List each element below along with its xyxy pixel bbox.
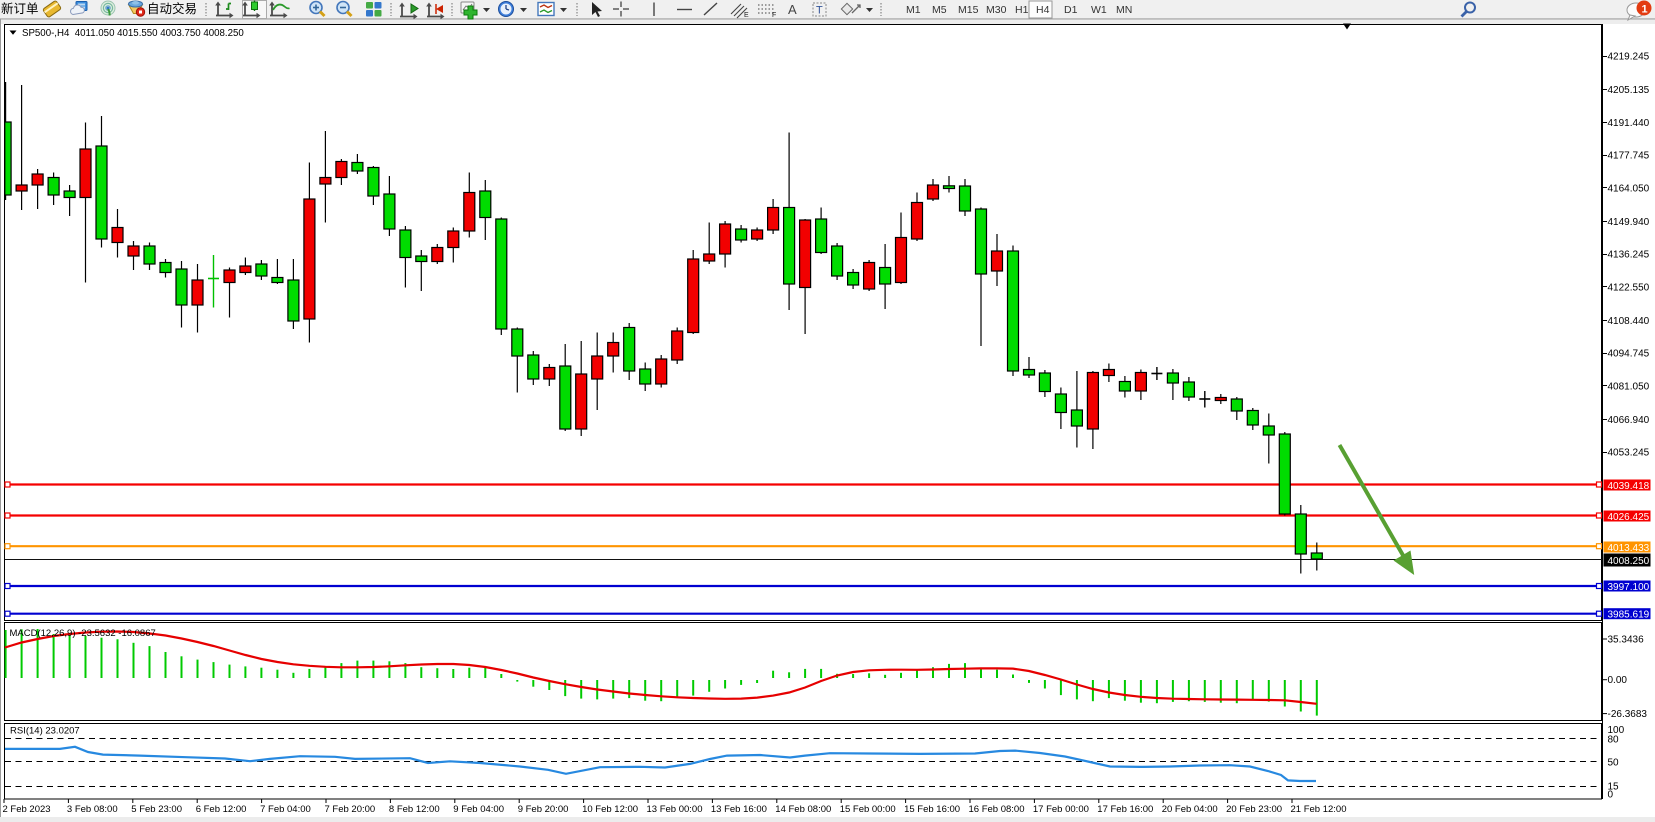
svg-text:MACD(12,26,9) -23.5632 -16.086: MACD(12,26,9) -23.5632 -16.0867 (10, 628, 156, 639)
svg-text:RSI(14) 23.0207: RSI(14) 23.0207 (10, 726, 80, 737)
svg-text:13 Feb 00:00: 13 Feb 00:00 (647, 804, 703, 815)
svg-text:M15: M15 (958, 4, 979, 16)
svg-text:W1: W1 (1091, 4, 1107, 16)
svg-text:9 Feb 20:00: 9 Feb 20:00 (518, 804, 569, 815)
svg-text:4026.425: 4026.425 (1608, 512, 1650, 523)
svg-text:20 Feb 23:00: 20 Feb 23:00 (1226, 804, 1282, 815)
svg-text:50: 50 (1608, 758, 1620, 769)
svg-text:0.00: 0.00 (1608, 675, 1628, 686)
svg-text:15 Feb 16:00: 15 Feb 16:00 (904, 804, 960, 815)
svg-text:13 Feb 16:00: 13 Feb 16:00 (711, 804, 767, 815)
svg-text:4149.940: 4149.940 (1608, 217, 1650, 228)
svg-text:14 Feb 08:00: 14 Feb 08:00 (775, 804, 831, 815)
svg-text:4013.433: 4013.433 (1608, 543, 1650, 554)
svg-text:4164.050: 4164.050 (1608, 183, 1650, 194)
svg-text:100: 100 (1608, 725, 1625, 736)
svg-text:10 Feb 12:00: 10 Feb 12:00 (582, 804, 638, 815)
svg-text:1: 1 (1642, 4, 1648, 16)
svg-text:-26.3683: -26.3683 (1608, 709, 1648, 720)
svg-text:4008.250: 4008.250 (1608, 556, 1650, 567)
svg-text:16 Feb 08:00: 16 Feb 08:00 (969, 804, 1025, 815)
svg-text:4039.418: 4039.418 (1608, 481, 1650, 492)
svg-text:4136.245: 4136.245 (1608, 250, 1650, 261)
svg-text:SP500-,H4 4011.050 4015.550 4: SP500-,H4 4011.050 4015.550 4003.750 400… (22, 28, 244, 39)
svg-text:新订单: 新订单 (1, 1, 39, 16)
svg-text:20 Feb 04:00: 20 Feb 04:00 (1162, 804, 1218, 815)
svg-text:4219.245: 4219.245 (1608, 52, 1650, 63)
svg-text:21 Feb 12:00: 21 Feb 12:00 (1291, 804, 1347, 815)
svg-text:MN: MN (1116, 4, 1132, 16)
svg-text:17 Feb 00:00: 17 Feb 00:00 (1033, 804, 1089, 815)
svg-text:80: 80 (1608, 735, 1620, 746)
svg-text:4053.245: 4053.245 (1608, 448, 1650, 459)
svg-text:7 Feb 04:00: 7 Feb 04:00 (260, 804, 311, 815)
svg-text:A: A (788, 2, 797, 17)
svg-text:4094.745: 4094.745 (1608, 349, 1650, 360)
svg-text:4191.440: 4191.440 (1608, 118, 1650, 129)
svg-text:4177.745: 4177.745 (1608, 151, 1650, 162)
svg-text:D1: D1 (1064, 4, 1078, 16)
svg-text:T: T (816, 5, 823, 17)
svg-text:M30: M30 (986, 4, 1007, 16)
svg-text:8 Feb 12:00: 8 Feb 12:00 (389, 804, 440, 815)
svg-text:35.3436: 35.3436 (1608, 635, 1645, 646)
svg-text:4205.135: 4205.135 (1608, 85, 1650, 96)
svg-text:F: F (772, 12, 776, 19)
svg-text:2 Feb 2023: 2 Feb 2023 (3, 804, 51, 815)
svg-text:4081.050: 4081.050 (1608, 381, 1650, 392)
svg-text:5 Feb 23:00: 5 Feb 23:00 (131, 804, 182, 815)
svg-text:4108.440: 4108.440 (1608, 316, 1650, 327)
svg-text:0: 0 (1608, 789, 1614, 800)
svg-text:H4: H4 (1036, 4, 1050, 16)
svg-text:17 Feb 16:00: 17 Feb 16:00 (1097, 804, 1153, 815)
svg-text:6 Feb 12:00: 6 Feb 12:00 (196, 804, 247, 815)
svg-text:3997.100: 3997.100 (1608, 582, 1650, 593)
svg-text:15 Feb 00:00: 15 Feb 00:00 (840, 804, 896, 815)
svg-text:9 Feb 04:00: 9 Feb 04:00 (453, 804, 504, 815)
svg-text:自动交易: 自动交易 (147, 1, 197, 16)
svg-text:7 Feb 20:00: 7 Feb 20:00 (325, 804, 376, 815)
svg-text:4122.550: 4122.550 (1608, 282, 1650, 293)
svg-text:M1: M1 (906, 4, 921, 16)
svg-text:E: E (744, 12, 749, 19)
svg-text:M5: M5 (932, 4, 947, 16)
svg-text:15: 15 (1608, 781, 1620, 792)
svg-text:H1: H1 (1015, 4, 1029, 16)
svg-text:4066.940: 4066.940 (1608, 415, 1650, 426)
svg-text:3985.619: 3985.619 (1608, 610, 1650, 621)
svg-text:3 Feb 08:00: 3 Feb 08:00 (67, 804, 118, 815)
